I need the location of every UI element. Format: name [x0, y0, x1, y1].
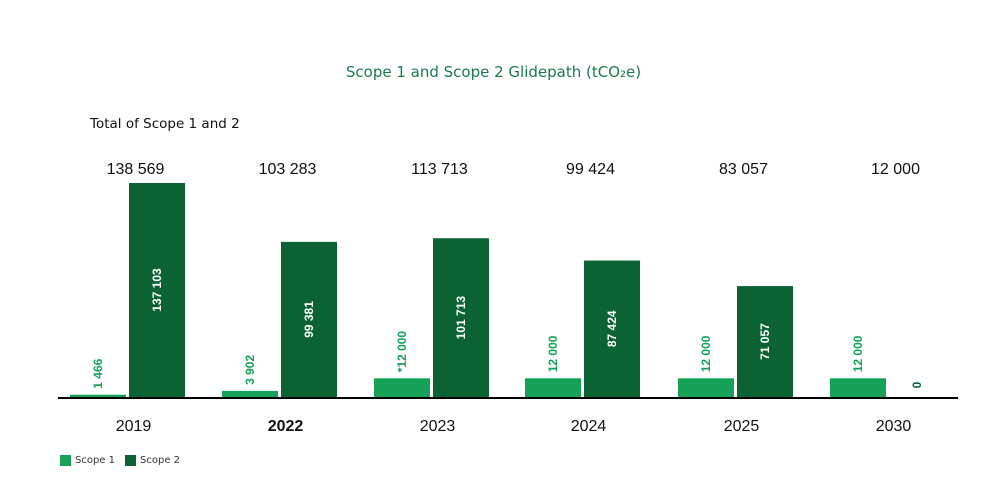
data-label-scope-2-2030: 0	[910, 381, 924, 388]
legend-label-scope-2: Scope 2	[140, 455, 181, 466]
data-label-scope-2-2019: 137 103	[150, 268, 164, 312]
bar-scope-1-2025	[678, 378, 734, 397]
x-tick-label-2025: 2025	[724, 418, 760, 435]
legend-swatch-scope-2	[125, 455, 137, 466]
bar-scope-2-2019	[129, 183, 185, 397]
total-label-2022: 103 283	[259, 161, 317, 178]
data-label-scope-2-2025: 71 057	[758, 323, 772, 360]
bar-scope-2-2022	[281, 241, 337, 397]
x-tick-label-2024: 2024	[571, 418, 607, 435]
total-label-2024: 99 424	[566, 161, 615, 178]
bar-scope-2-2024	[584, 260, 640, 397]
data-label-scope-1-2025: 12 000	[699, 335, 713, 372]
totals-caption: Total of Scope 1 and 2	[90, 116, 240, 132]
x-tick-label-2019: 2019	[116, 418, 152, 435]
data-label-scope-1-2030: 12 000	[851, 335, 865, 372]
bar-scope-1-2023	[374, 378, 430, 397]
data-label-scope-1-2024: 12 000	[546, 335, 560, 372]
legend-item-scope-2: Scope 2	[125, 455, 180, 466]
bar-scope-1-2022	[222, 390, 278, 397]
data-label-scope-2-2022: 99 381	[302, 301, 316, 338]
data-label-scope-1-2023: *12 000	[395, 331, 409, 373]
legend: Scope 1 Scope 2	[60, 455, 190, 466]
data-label-scope-2-2023: 101 713	[454, 296, 468, 340]
chart-title: Scope 1 and Scope 2 Glidepath (tCO₂e)	[345, 63, 642, 81]
total-label-2019: 138 569	[107, 161, 165, 178]
data-label-scope-1-2022: 3 902	[243, 355, 257, 385]
x-tick-label-2022: 2022	[268, 418, 304, 435]
bar-scope-1-2030	[830, 378, 886, 397]
legend-item-scope-1: Scope 1	[60, 455, 115, 466]
bar-scope-1-2019	[70, 394, 126, 397]
legend-swatch-scope-1	[60, 455, 71, 466]
bar-scope-2-2025	[737, 286, 793, 397]
x-tick-label-2030: 2030	[876, 418, 912, 435]
x-tick-label-2023: 2023	[420, 418, 456, 435]
total-label-2023: 113 713	[411, 161, 468, 178]
bar-scope-2-2023	[433, 238, 489, 397]
legend-label-scope-1: Scope 1	[75, 455, 116, 466]
data-label-scope-2-2024: 87 424	[605, 310, 619, 347]
data-label-scope-1-2019: 1 466	[91, 358, 105, 388]
total-label-2025: 83 057	[719, 161, 768, 178]
bar-scope-1-2024	[525, 378, 581, 397]
total-label-2030: 12 000	[871, 161, 920, 178]
